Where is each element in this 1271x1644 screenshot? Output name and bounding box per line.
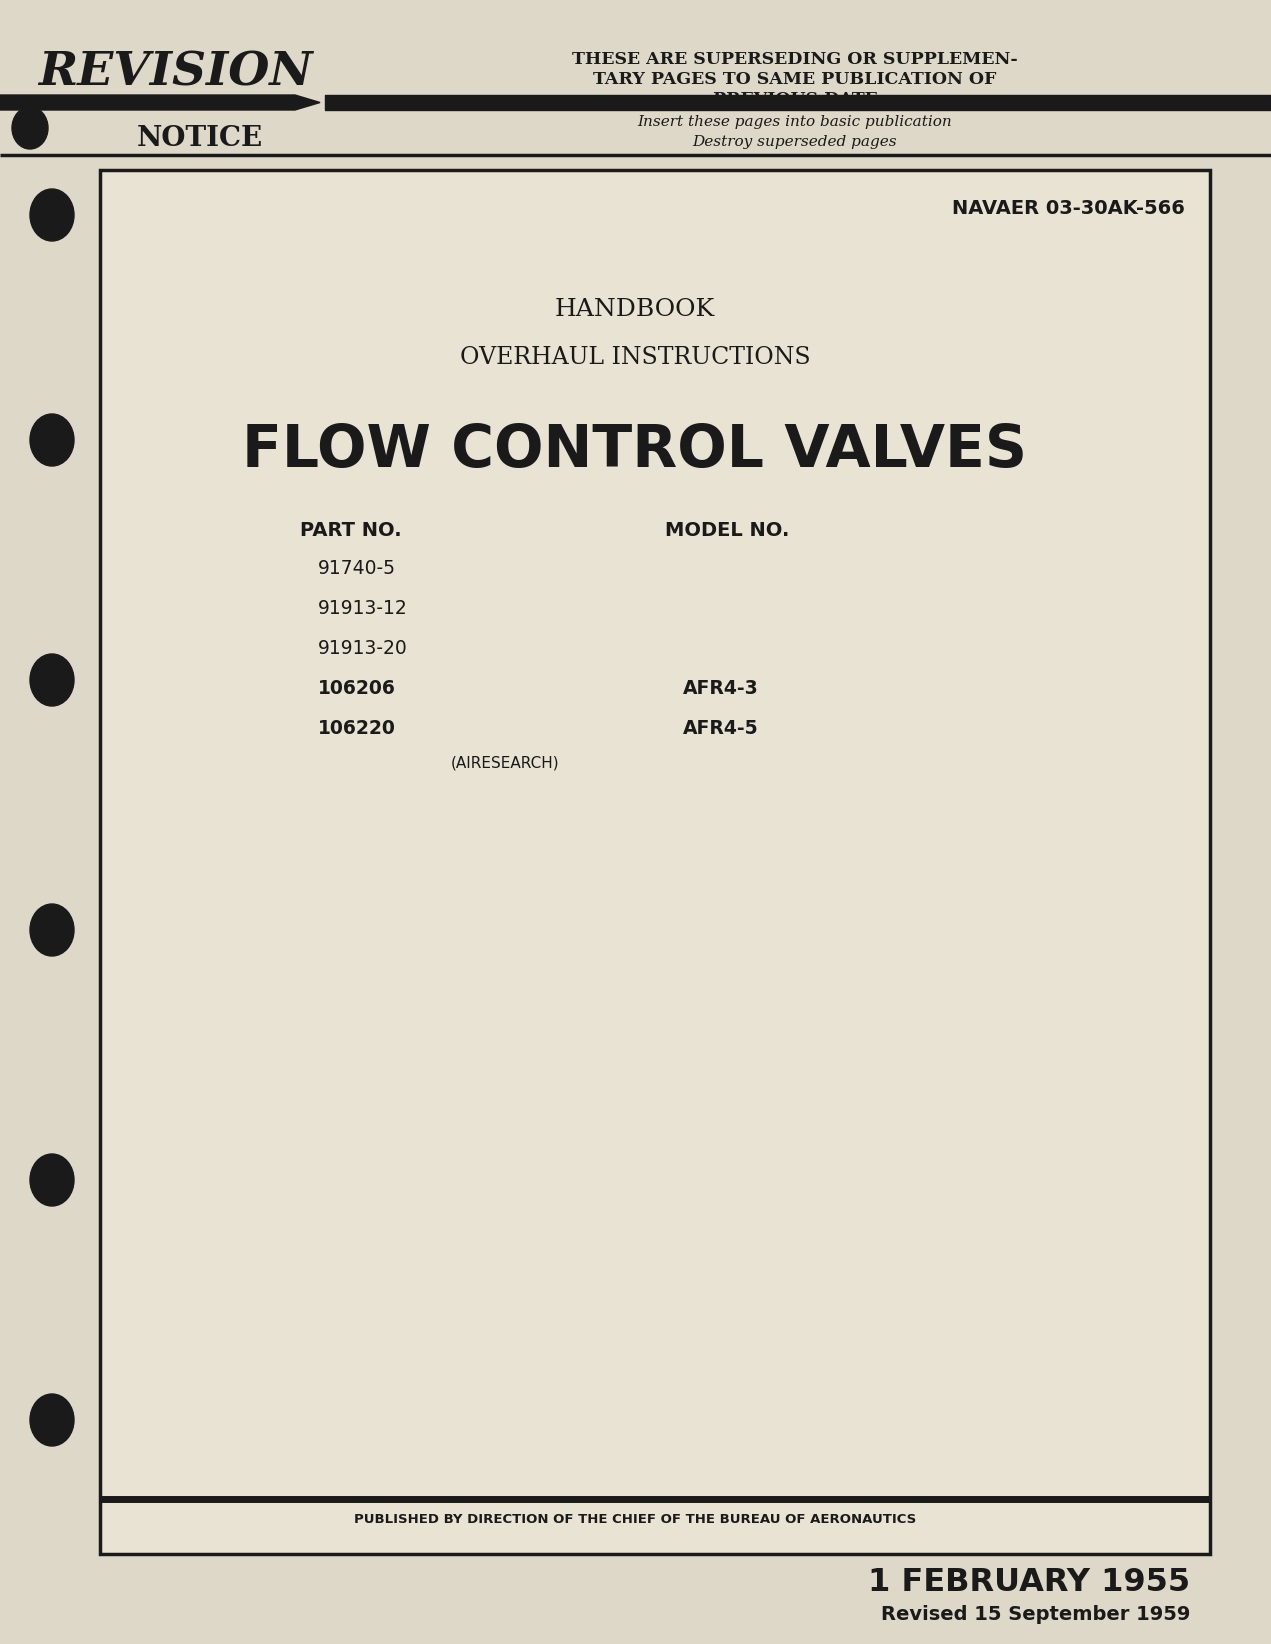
Text: REVISION: REVISION <box>38 49 313 95</box>
Text: MODEL NO.: MODEL NO. <box>665 521 789 539</box>
Text: 1 FEBRUARY 1955: 1 FEBRUARY 1955 <box>868 1567 1190 1598</box>
Polygon shape <box>0 95 320 110</box>
Text: PART NO.: PART NO. <box>300 521 402 539</box>
Text: Revised 15 September 1959: Revised 15 September 1959 <box>881 1605 1190 1624</box>
Ellipse shape <box>11 107 48 150</box>
Text: NOTICE: NOTICE <box>137 125 263 151</box>
Text: OVERHAUL INSTRUCTIONS: OVERHAUL INSTRUCTIONS <box>460 347 811 370</box>
Ellipse shape <box>31 189 74 242</box>
Text: Destroy superseded pages: Destroy superseded pages <box>693 135 897 150</box>
Text: NAVAER 03-30AK-566: NAVAER 03-30AK-566 <box>952 199 1185 217</box>
Text: (AIRESEARCH): (AIRESEARCH) <box>451 756 559 771</box>
Ellipse shape <box>31 414 74 465</box>
Text: FLOW CONTROL VALVES: FLOW CONTROL VALVES <box>243 421 1027 478</box>
Ellipse shape <box>31 654 74 705</box>
Text: 91913-20: 91913-20 <box>318 638 408 658</box>
Text: 106220: 106220 <box>318 718 395 738</box>
Bar <box>100 169 1210 1554</box>
Text: AFR4-5: AFR4-5 <box>683 718 759 738</box>
Text: HANDBOOK: HANDBOOK <box>555 299 716 322</box>
Text: TARY PAGES TO SAME PUBLICATION OF: TARY PAGES TO SAME PUBLICATION OF <box>594 71 996 89</box>
Text: AFR4-3: AFR4-3 <box>683 679 759 697</box>
Ellipse shape <box>31 1394 74 1447</box>
Ellipse shape <box>31 904 74 957</box>
Text: 106206: 106206 <box>318 679 395 697</box>
Ellipse shape <box>31 1154 74 1207</box>
Text: Insert these pages into basic publication: Insert these pages into basic publicatio… <box>638 115 952 128</box>
Text: THESE ARE SUPERSEDING OR SUPPLEMEN-: THESE ARE SUPERSEDING OR SUPPLEMEN- <box>572 51 1018 69</box>
Text: PUBLISHED BY DIRECTION OF THE CHIEF OF THE BUREAU OF AERONAUTICS: PUBLISHED BY DIRECTION OF THE CHIEF OF T… <box>353 1512 916 1526</box>
Text: 91913-12: 91913-12 <box>318 598 408 618</box>
Text: PREVIOUS DATE: PREVIOUS DATE <box>713 92 877 109</box>
Text: 91740-5: 91740-5 <box>318 559 397 577</box>
